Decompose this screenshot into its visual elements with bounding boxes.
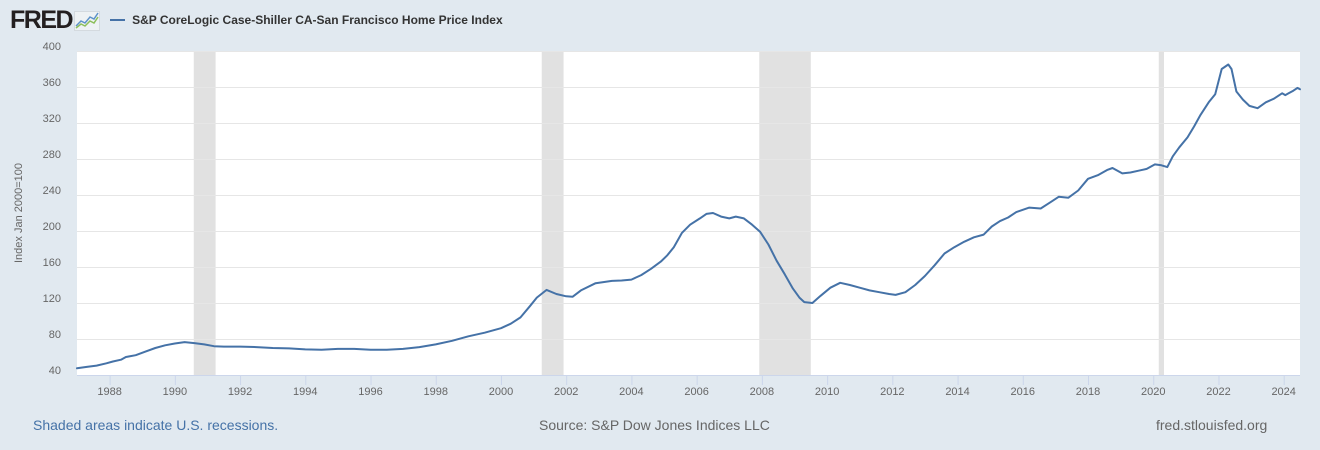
site-link[interactable]: fred.stlouisfed.org — [1156, 417, 1268, 433]
line-chart: 1988 1990 1992 1994 1996 1998 2000 2002 2004 2006… — [13, 41, 1301, 398]
y-tick-label: 280 — [43, 149, 61, 161]
legend-line-swatch — [110, 19, 126, 21]
y-tick-label: 400 — [43, 41, 61, 53]
y-tick-label: 320 — [43, 113, 61, 125]
x-tick-label: 2016 — [1011, 386, 1035, 398]
x-tick-label: 2018 — [1076, 386, 1100, 398]
x-tick-label: 1988 — [97, 386, 121, 398]
recession-band — [1158, 51, 1165, 375]
y-tick-label: 40 — [49, 365, 61, 377]
x-tick-label: 2014 — [945, 386, 969, 398]
x-tick-label: 1990 — [163, 386, 187, 398]
y-tick-label: 160 — [43, 257, 61, 269]
fred-line-chart-icon — [74, 11, 101, 31]
recession-band — [759, 51, 811, 375]
x-tick-label: 2000 — [489, 386, 513, 398]
x-axis-ticks: 1988 1990 1992 1994 1996 1998 2000 2002 2004 2006… — [97, 375, 1296, 398]
x-tick-label: 2020 — [1141, 386, 1165, 398]
y-gridlines — [77, 51, 1300, 340]
series-line — [76, 63, 1301, 370]
y-tick-label: 80 — [49, 329, 61, 341]
x-tick-label: 1992 — [228, 386, 252, 398]
source-text: Source: S&P Dow Jones Indices LLC — [539, 417, 770, 433]
chart-legend[interactable]: S&P CoreLogic Case-Shiller CA-San Franci… — [110, 13, 503, 27]
recession-note-link[interactable]: Shaded areas indicate U.S. recessions. — [33, 417, 279, 433]
x-tick-label: 1994 — [293, 386, 317, 398]
y-tick-label: 240 — [43, 185, 61, 197]
recession-band — [541, 51, 564, 375]
y-tick-label: 120 — [43, 293, 61, 305]
plot-area — [77, 51, 1300, 375]
x-tick-label: 2004 — [619, 386, 643, 398]
legend-label: S&P CoreLogic Case-Shiller CA-San Franci… — [132, 13, 503, 27]
x-tick-label: 2012 — [880, 386, 904, 398]
fred-logo[interactable]: FRED — [10, 5, 74, 34]
recession-band — [193, 51, 216, 375]
x-tick-label: 1996 — [358, 386, 382, 398]
x-tick-label: 1998 — [424, 386, 448, 398]
y-axis-ticks: 40 80 120 160 200 240 280 320 360 400 — [43, 41, 61, 377]
x-tick-label: 2006 — [684, 386, 708, 398]
y-axis-title: Index Jan 2000=100 — [13, 163, 25, 263]
y-tick-label: 200 — [43, 221, 61, 233]
chart-header: FRED S&P CoreLogic Case-Shiller CA-San F… — [10, 6, 503, 34]
y-tick-label: 360 — [43, 77, 61, 89]
x-tick-label: 2008 — [750, 386, 774, 398]
x-tick-label: 2002 — [554, 386, 578, 398]
series-layer — [76, 63, 1301, 370]
x-tick-label: 2022 — [1206, 386, 1230, 398]
x-tick-label: 2010 — [815, 386, 839, 398]
x-tick-label: 2024 — [1271, 386, 1295, 398]
